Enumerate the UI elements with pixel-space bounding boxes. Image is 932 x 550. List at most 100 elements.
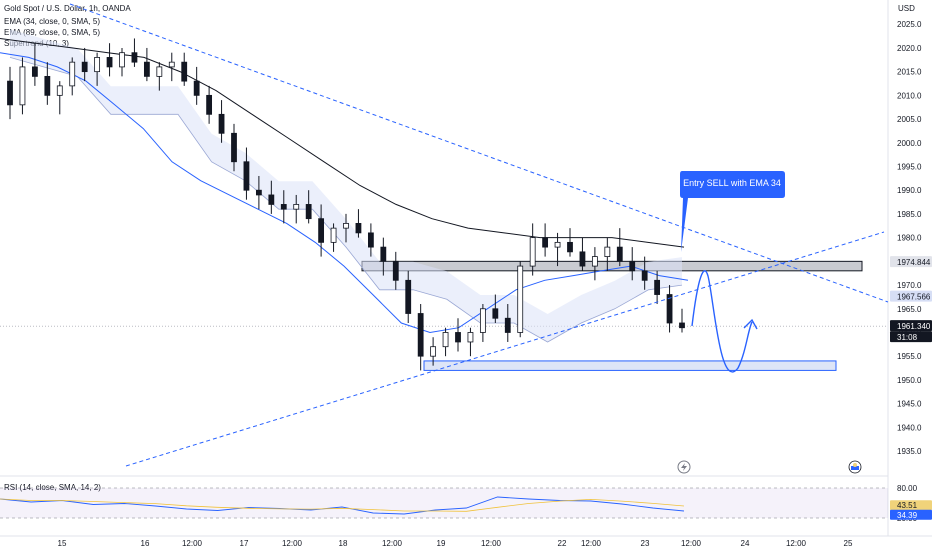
- support-zone: [423, 360, 837, 371]
- candle-body: [243, 161, 250, 191]
- candle-body: [268, 194, 275, 205]
- chart-title: Gold Spot / U.S. Dollar, 1h, OANDA: [4, 4, 131, 13]
- candle-body: [56, 85, 63, 96]
- candle-body: [343, 223, 349, 229]
- candle-body: [168, 61, 175, 68]
- rsi-label[interactable]: RSI (14, close, SMA, 14, 2): [4, 483, 101, 492]
- candle-body: [44, 75, 51, 96]
- candle-body: [231, 132, 237, 163]
- price-tick-label: 1990.0: [897, 186, 922, 195]
- candle-body: [504, 317, 511, 333]
- price-tick-label: 1950.0: [897, 376, 922, 385]
- candle-body: [604, 246, 611, 257]
- candle-body: [567, 241, 573, 253]
- price-tick-label: 1995.0: [897, 162, 922, 171]
- candle-body: [591, 256, 598, 267]
- time-tick-label: 23: [641, 539, 650, 548]
- price-badge-bg: [890, 256, 932, 268]
- candle-body: [367, 232, 374, 248]
- candle-body: [579, 251, 586, 267]
- price-badge-text: 1974.844: [897, 258, 931, 267]
- candle-body: [193, 80, 200, 96]
- candle-body: [679, 322, 685, 329]
- rsi-badge: 43.51: [890, 500, 932, 511]
- candle-body: [666, 294, 673, 324]
- candle-body: [218, 113, 225, 134]
- price-badge: 1974.844: [890, 256, 932, 268]
- price-badge: 1961.340: [890, 320, 932, 332]
- candle-body: [355, 223, 362, 234]
- rsi-badge-bg: [890, 509, 932, 520]
- price-badge: 31:08: [890, 331, 932, 343]
- economic-event-icon[interactable]: [848, 460, 862, 474]
- time-tick-label: 12:00: [382, 539, 403, 548]
- candle-body: [280, 204, 287, 210]
- price-tick-label: 1980.0: [897, 234, 922, 243]
- candle-body: [119, 52, 125, 68]
- rsi-badge-text: 43.51: [897, 501, 918, 510]
- price-badge-text: 1967.566: [897, 293, 931, 302]
- price-tick-label: 1970.0: [897, 281, 922, 290]
- price-tick-label: 2000.0: [897, 139, 922, 148]
- currency-label: USD: [898, 4, 915, 13]
- time-tick-label: 15: [58, 539, 67, 548]
- lightning-icon[interactable]: [677, 460, 691, 474]
- price-tick-label: 1965.0: [897, 305, 922, 314]
- entry-sell-annotation[interactable]: Entry SELL with EMA 34: [680, 171, 785, 252]
- projection-path: [691, 270, 753, 373]
- candle-body: [94, 57, 101, 73]
- annotation-text: Entry SELL with EMA 34: [683, 178, 781, 188]
- candle-body: [442, 332, 449, 348]
- candle-body: [392, 260, 399, 281]
- candle-body: [106, 57, 113, 68]
- price-badge: 1967.566: [890, 290, 932, 302]
- candle-body: [293, 204, 300, 210]
- candle-body: [81, 61, 88, 73]
- price-badge-bg: [890, 331, 932, 343]
- price-tick-label: 2005.0: [897, 115, 922, 124]
- time-tick-label: 12:00: [786, 539, 807, 548]
- time-tick-label: 22: [558, 539, 567, 548]
- candle-body: [492, 308, 499, 319]
- rsi-ma-line: [0, 498, 685, 512]
- price-tick-label: 1955.0: [897, 352, 922, 361]
- candle-body: [69, 61, 76, 87]
- candle-body: [542, 237, 549, 248]
- indicator-ema34-label[interactable]: EMA (34, close, 0, SMA, 5): [4, 17, 101, 26]
- rsi-level-upper: 80.00: [897, 484, 918, 493]
- rsi-badge: 34.39: [890, 509, 932, 520]
- candle-body: [654, 279, 661, 295]
- candle-body: [156, 66, 163, 77]
- price-tick-label: 1985.0: [897, 210, 922, 219]
- price-tick-label: 2015.0: [897, 68, 922, 77]
- projection-arrowhead: [743, 318, 758, 330]
- candle-body: [641, 270, 648, 281]
- downtrend-line: [69, 3, 889, 303]
- candle-body: [405, 279, 412, 314]
- candle-body: [255, 189, 262, 196]
- price-badge-text: 31:08: [897, 333, 918, 342]
- candle-body: [305, 204, 312, 220]
- rsi-badge-bg: [890, 500, 932, 511]
- candle-body: [467, 332, 474, 343]
- rsi-badge-text: 34.39: [897, 511, 918, 520]
- time-tick-label: 12:00: [182, 539, 203, 548]
- candle-body: [131, 52, 138, 63]
- time-tick-label: 12:00: [282, 539, 303, 548]
- supertrend-cloud: [10, 29, 682, 343]
- candle-body: [479, 308, 486, 333]
- candle-body: [380, 246, 387, 262]
- candle-body: [181, 61, 188, 82]
- candle-body: [430, 346, 437, 357]
- price-badge-bg: [890, 320, 932, 332]
- price-tick-label: 1935.0: [897, 447, 922, 456]
- time-tick-label: 24: [741, 539, 750, 548]
- ema34-line: [0, 52, 689, 334]
- candle-body: [417, 313, 424, 357]
- indicator-ema89-label[interactable]: EMA (89, close, 0, SMA, 5): [4, 28, 101, 37]
- time-tick-label: 25: [844, 539, 853, 548]
- price-tick-label: 2010.0: [897, 91, 922, 100]
- price-badge-bg: [890, 290, 932, 302]
- candle-body: [330, 227, 337, 243]
